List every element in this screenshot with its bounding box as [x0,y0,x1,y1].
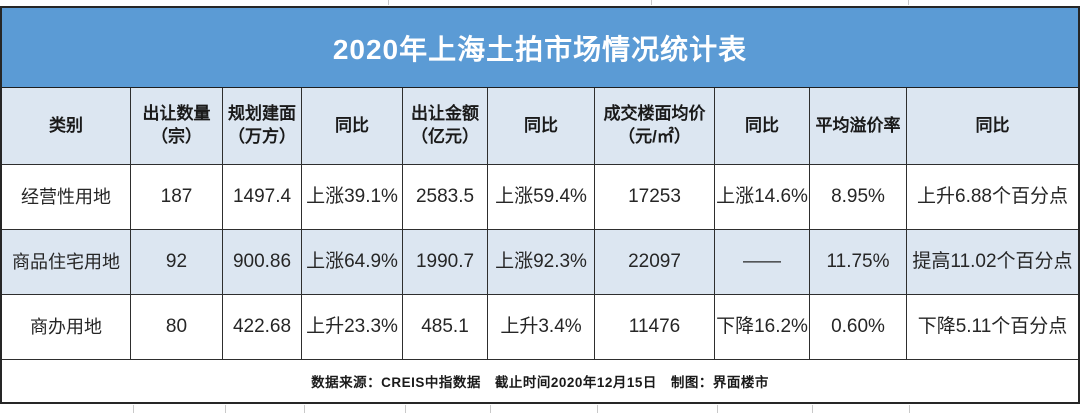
gridline-tick [909,405,910,413]
table-cell: 上升23.3% [302,295,403,360]
table-cell: 上涨59.4% [488,165,595,230]
header-cell-yoy-3: 同比 [715,88,810,165]
gridline-tick [597,405,598,413]
table-cell: 17253 [595,165,715,230]
gridline-tick [405,405,406,413]
header-cell-yoy-2: 同比 [488,88,595,165]
table-cell: 上涨39.1% [302,165,403,230]
table-cell: 22097 [595,230,715,295]
table-cell: 187 [131,165,223,230]
table-cell: 80 [131,295,223,360]
table-cell: 8.95% [810,165,907,230]
header-cell-category: 类别 [2,88,131,165]
table-cell: —— [715,230,810,295]
header-row: 类别 出让数量 （宗） 规划建面 （万方） 同比 出让金额 （亿元） 同比 成交… [2,88,1078,165]
table-cell: 2583.5 [403,165,488,230]
table-cell: 900.86 [223,230,302,295]
table-cell: 11476 [595,295,715,360]
table-footnote-row: 数据来源：CREIS中指数据 截止时间2020年12月15日 制图：界面楼市 [2,360,1078,402]
table-cell: 1990.7 [403,230,488,295]
gridline-tick [388,0,389,5]
gridline-tick [304,405,305,413]
table-cell: 485.1 [403,295,488,360]
spreadsheet-strip-bottom [0,404,1080,415]
gridline-tick [651,0,652,5]
table-cell: 1497.4 [223,165,302,230]
table-cell: 商办用地 [2,295,131,360]
table-cell: 商品住宅用地 [2,230,131,295]
table-cell: 下降5.11个百分点 [907,295,1078,360]
table-cell: 上升3.4% [488,295,595,360]
gridline-tick [717,405,718,413]
gridline-tick [908,0,909,5]
table-cell: 上涨64.9% [302,230,403,295]
table-cell: 上涨92.3% [488,230,595,295]
header-cell-premium-rate: 平均溢价率 [810,88,907,165]
header-cell-yoy-1: 同比 [302,88,403,165]
table-cell: 11.75% [810,230,907,295]
table-row-commercial-operational-land: 经营性用地 187 1497.4 上涨39.1% 2583.5 上涨59.4% … [2,165,1078,230]
gridline-tick [490,405,491,413]
gridline-tick [133,405,134,413]
table-title: 2020年上海土拍市场情况统计表 [332,33,748,65]
header-cell-planned-area: 规划建面 （万方） [223,88,302,165]
gridline-tick [225,405,226,413]
table-cell: 92 [131,230,223,295]
land-auction-table: 2020年上海土拍市场情况统计表 类别 出让数量 （宗） 规划建面 （万方） 同… [0,6,1080,404]
table-cell: 下降16.2% [715,295,810,360]
header-cell-floor-price: 成交楼面均价 （元/㎡） [595,88,715,165]
table-cell: 422.68 [223,295,302,360]
table-cell: 上涨14.6% [715,165,810,230]
header-cell-count: 出让数量 （宗） [131,88,223,165]
table-cell: 0.60% [810,295,907,360]
header-cell-yoy-4: 同比 [907,88,1078,165]
table-row-commercial-office-land: 商办用地 80 422.68 上升23.3% 485.1 上升3.4% 1147… [2,295,1078,360]
table-cell: 提高11.02个百分点 [907,230,1078,295]
table-row-residential-land: 商品住宅用地 92 900.86 上涨64.9% 1990.7 上涨92.3% … [2,230,1078,295]
table-footnote: 数据来源：CREIS中指数据 截止时间2020年12月15日 制图：界面楼市 [311,375,769,390]
gridline-tick [812,405,813,413]
table-title-bar: 2020年上海土拍市场情况统计表 [2,8,1078,88]
spreadsheet-strip-top [0,0,1080,6]
header-cell-amount: 出让金额 （亿元） [403,88,488,165]
table-cell: 上升6.88个百分点 [907,165,1078,230]
table-cell: 经营性用地 [2,165,131,230]
